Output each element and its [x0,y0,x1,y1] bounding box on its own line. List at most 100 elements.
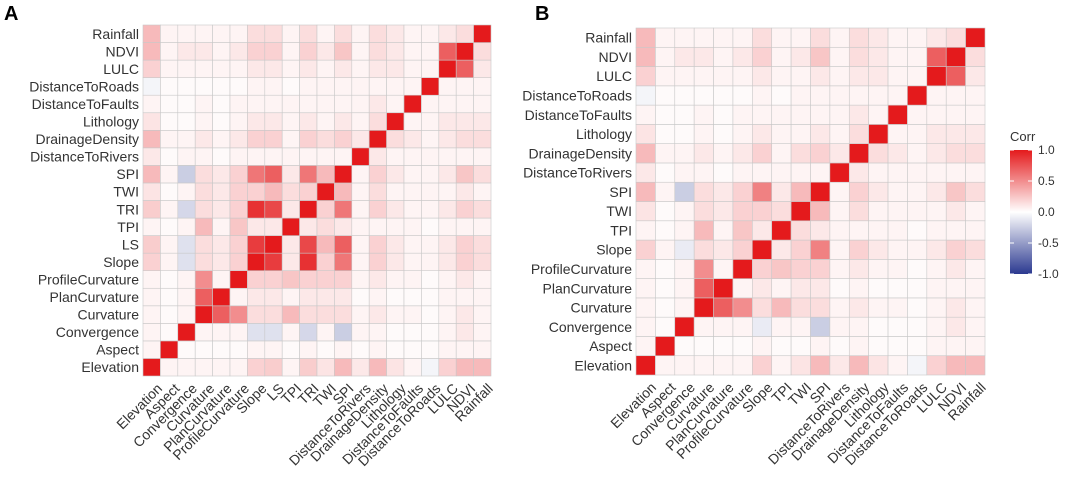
heatmap-cell: TRI × Rainfall: 0.15 [299,24,318,43]
heatmap-cell: DistanceToRivers × DistanceToFaults: 0.0… [351,94,370,114]
heatmap-cell: DistanceToRoads × TRI: 0.05 [421,200,440,219]
heatmap-cell: NDVI × PlanCurvature: 0.05 [455,287,474,307]
heatmap-cell: Rainfall × Rainfall: 1 [473,24,492,43]
heatmap-cell: SPI × ProfileCurvature: 0.2 [810,259,831,279]
heatmap-cell: Rainfall × LULC: 0.1 [473,59,492,78]
heatmap-cell: PlanCurvature × DistanceToRoads: 0.02 [713,85,734,106]
x-axis-labels: ElevationAspectConvergenceCurvaturePlanC… [607,379,989,468]
heatmap-cell: LULC × TPI: 0.05 [926,220,947,241]
heatmap-cell: ProfileCurvature × DrainageDensity: 0.1 [732,143,753,164]
y-tick-label: Aspect [96,342,139,358]
legend-colorbar [1010,150,1032,274]
heatmap-cell: Lithology × Elevation: 0.12 [386,358,405,377]
heatmap-cell: Slope × Aspect: 0.05 [752,336,773,357]
heatmap-cell: LULC × TRI: 0.1 [438,200,457,219]
heatmap-cell: TRI × DistanceToFaults: 0.05 [299,94,318,114]
heatmap-cell: TPI × TRI: 0.1 [281,200,300,219]
heatmap-cell: DistanceToFaults × Convergence: 0.02 [887,316,908,337]
heatmap-cell: DistanceToRoads × NDVI: 0.05 [421,42,440,61]
heatmap-cell: DrainageDensity × Convergence: 0.05 [368,323,387,342]
heatmap-cell: TRI × DistanceToRivers: 0.05 [299,147,318,166]
heatmap-cell: DistanceToFaults × LS: 0.05 [403,235,422,254]
heatmap-cell: Curvature × NDVI: 0.1 [194,42,213,61]
heatmap-cell: ProfileCurvature × SPI: 0.2 [229,165,248,184]
heatmap-cell: Curvature × Aspect: 0.02 [194,340,213,359]
heatmap-cell: TRI × DistanceToRoads: 0.05 [299,77,318,96]
heatmap-cell: DrainageDensity × Elevation: 0.3 [848,355,869,376]
heatmap-cell: TWI × TPI: 0.15 [790,220,811,241]
heatmap-cell: Convergence × DrainageDensity: 0.05 [674,143,695,164]
heatmap-cell: ProfileCurvature × Rainfall: 0.05 [229,24,248,43]
heatmap-cell: NDVI × SPI: 0.25 [945,181,966,202]
heatmap-cell: ProfileCurvature × Slope: 0.2 [732,239,753,260]
heatmap-cell: LULC × DistanceToRivers: 0.05 [926,162,947,183]
heatmap-cell: SPI × DistanceToRivers: 0.05 [334,147,353,166]
y-tick-label: LULC [596,68,632,84]
heatmap-cell: ProfileCurvature × Lithology: 0.05 [229,112,248,131]
heatmap-cell: NDVI × NDVI: 1 [455,42,474,61]
heatmap-cell: Slope × Slope: 1 [247,252,266,271]
heatmap-cell: TWI × Slope: 0.2 [790,239,811,260]
heatmap-cell: NDVI × TWI: 0.1 [945,201,966,222]
heatmap-cell: TWI × PlanCurvature: 0.1 [316,287,335,307]
heatmap-cell: NDVI × TRI: 0.2 [455,200,474,219]
heatmap-cell: ProfileCurvature × DistanceToFaults: 0.0… [732,104,753,125]
heatmap-cell: DistanceToRivers × TWI: 0.05 [351,182,370,201]
heatmap-cell: Aspect × Curvature: 0.02 [655,297,676,318]
heatmap-cells: Elevation × Elevation: 1Elevation × Aspe… [635,27,986,376]
heatmap-cell: Rainfall × LULC: 0.1 [965,66,986,87]
heatmap-cell: LULC × Slope: 0.1 [926,239,947,260]
y-tick-label: Rainfall [92,26,139,42]
heatmap-cell: DistanceToFaults × Convergence: 0.02 [403,323,422,342]
heatmap-cell: NDVI × NDVI: 1 [945,46,966,67]
y-axis-labels: Elevation Aspect Convergence Curvature PlanC… [522,30,632,374]
heatmap-cell: TWI × DistanceToFaults: 0.05 [316,94,335,114]
heatmap-cell: Curvature × Curvature: 1 [194,305,213,324]
heatmap-cell: Aspect × TWI: 0.02 [655,201,676,222]
heatmap-panel-b: Elevation × Elevation: 1Elevation × Aspe… [522,27,989,468]
heatmap-cell: Curvature × PlanCurvature: 0.7 [693,278,714,299]
legend-tick-label: -1.0 [1038,267,1059,281]
heatmap-cell: DistanceToRivers × DistanceToRivers: 1 [829,162,850,183]
heatmap-cell: TPI × LS: 0.1 [281,235,300,254]
y-tick-label: Rainfall [585,30,632,46]
heatmap-cell: DistanceToRivers × Aspect: 0.02 [829,336,850,357]
heatmap-cell: Rainfall × PlanCurvature: 0.05 [473,287,492,307]
heatmap-cell: DrainageDensity × Convergence: 0.05 [848,316,869,337]
heatmap-cell: TWI × DrainageDensity: 0.15 [316,130,335,149]
heatmap-cell: SPI × Curvature: 0.15 [810,297,831,318]
heatmap-cell: ProfileCurvature × Rainfall: 0.05 [732,27,753,48]
heatmap-cell: Curvature × DrainageDensity: 0.1 [693,143,714,164]
heatmap-cell: Convergence × Aspect: 0.02 [674,336,695,357]
heatmap-cell: DrainageDensity × ProfileCurvature: 0.1 [848,259,869,279]
heatmap-cell: Curvature × TWI: 0.15 [194,182,213,201]
heatmap-cell: Curvature × TRI: 0.15 [194,200,213,219]
heatmap-cell: Aspect × Slope: 0.05 [160,252,179,271]
heatmap-cell: SPI × DistanceToRoads: 0.05 [810,85,831,106]
heatmap-cell: SPI × Convergence: -0.25 [334,323,353,342]
heatmap-cell: DistanceToRivers × Rainfall: 0.05 [829,27,850,48]
heatmap-cell: DistanceToFaults × TWI: 0.05 [887,201,908,222]
heatmap-cell: SPI × ProfileCurvature: 0.2 [334,270,353,289]
heatmap-cell: Aspect × PlanCurvature: 0.02 [655,278,676,299]
heatmap-cell: Aspect × ProfileCurvature: 0.02 [655,259,676,279]
heatmap-cell: Slope × DistanceToRoads: 0.05 [247,77,266,96]
heatmap-cell: Convergence × Lithology: 0.02 [674,124,695,144]
heatmap-cell: DrainageDensity × Aspect: 0.05 [368,340,387,359]
heatmap-cell: Rainfall × DistanceToRivers: 0.05 [965,162,986,183]
heatmap-cell: Curvature × Slope: 0.15 [693,239,714,260]
heatmap-cell: LS × ProfileCurvature: 0.2 [264,270,283,289]
heatmap-cell: LULC × Rainfall: 0.1 [926,27,947,48]
heatmap-cell: ProfileCurvature × DistanceToRoads: 0.02 [732,85,753,106]
heatmap-cell: Convergence × Elevation: 0.05 [177,358,196,377]
heatmap-cell: TRI × Lithology: 0.1 [299,112,318,131]
heatmap-cell: Convergence × TWI: 0.05 [177,182,196,201]
y-tick-label: Aspect [589,338,632,354]
heatmap-cell: PlanCurvature × Elevation: 0.05 [713,355,734,376]
y-tick-label: DrainageDensity [36,131,140,147]
heatmap-cell: Lithology × LULC: 0.1 [386,59,405,78]
heatmap-cell: DistanceToFaults × Lithology: 0.05 [403,112,422,131]
heatmap-cell: TPI × LULC: 0.05 [771,66,792,87]
heatmap-cell: Slope × ProfileCurvature: 0.2 [247,270,266,289]
heatmap-cell: Slope × DrainageDensity: 0.2 [752,143,773,164]
